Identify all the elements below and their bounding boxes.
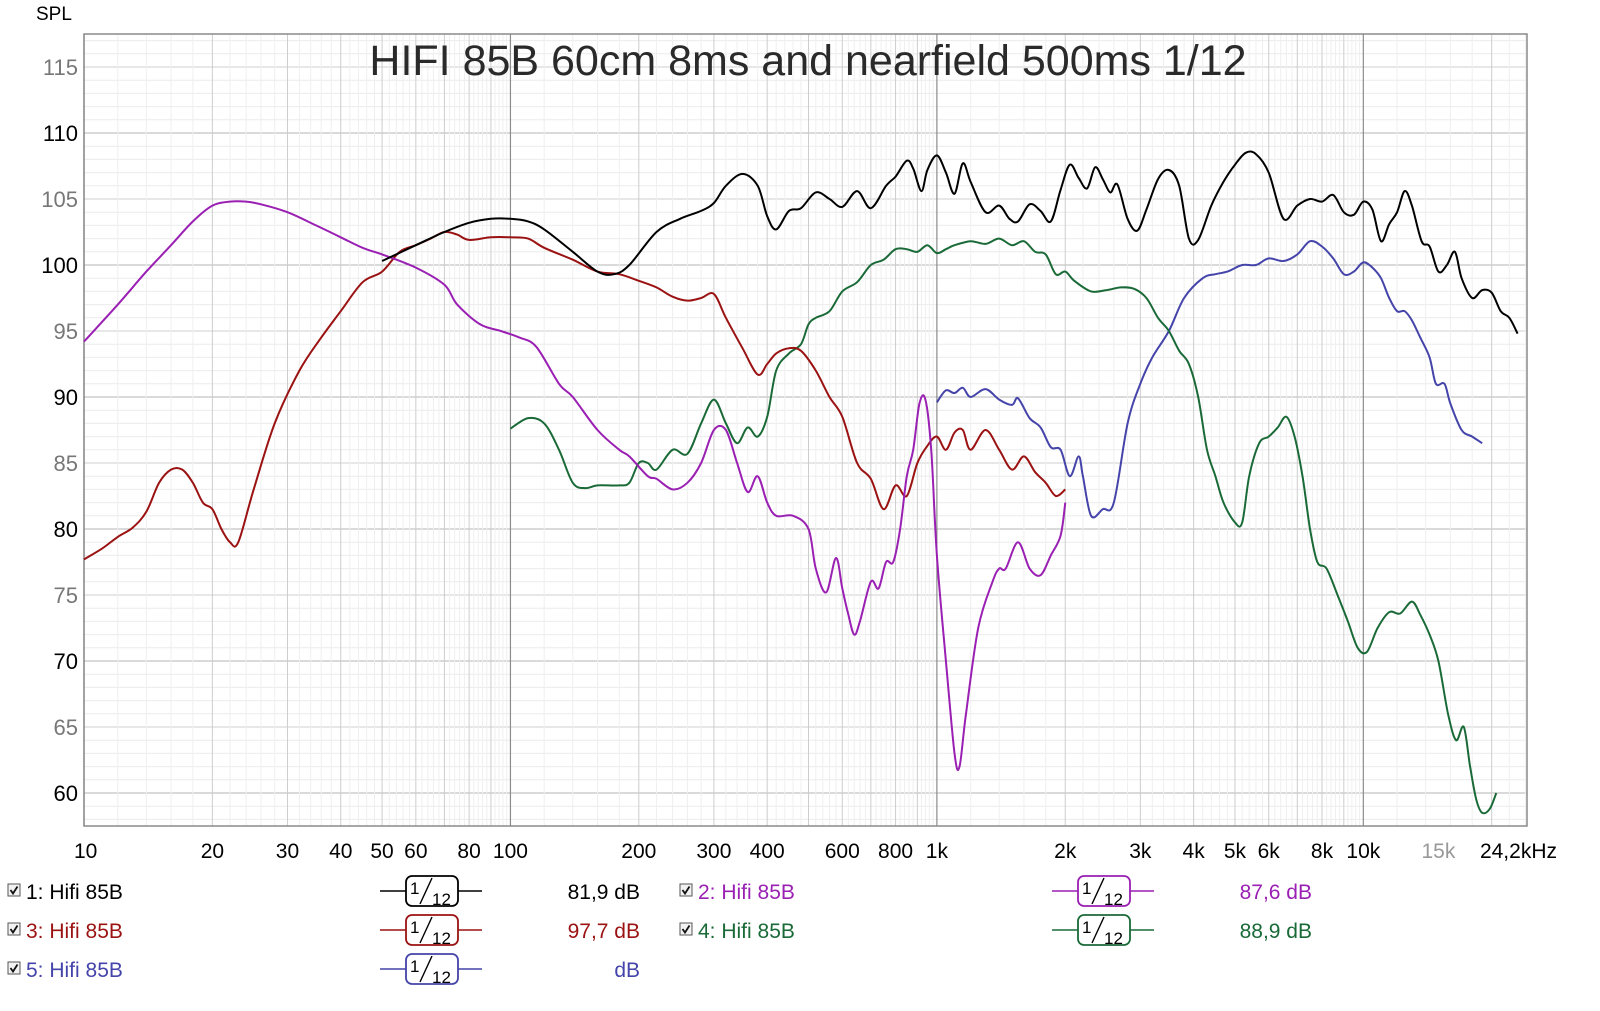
legend-series-name: 5: Hifi 85B [26,959,123,982]
x-tick-label: 300 [696,840,731,863]
x-tick-label: 800 [878,840,913,863]
legend-entry-5[interactable]: 5: Hifi 85B 1 12 dB [7,953,640,987]
legend-checkbox[interactable] [7,883,21,897]
y-tick-label: 80 [54,517,78,542]
x-tick-label: 200 [621,840,656,863]
x-tick-label: 600 [825,840,860,863]
checkmark-icon [9,964,19,974]
smoothing-denominator: 12 [432,929,451,948]
legend-entry-4[interactable]: 4: Hifi 85B 1 12 88,9 dB [679,914,1312,948]
smoothing-numerator: 1 [1082,879,1091,898]
legend-series-name: 3: Hifi 85B [26,920,123,943]
legend-checkbox[interactable] [679,883,693,897]
legend-entry-1[interactable]: 1: Hifi 85B 1 12 81,9 dB [7,875,640,909]
legend-level-value: 97,7 dB [568,920,640,943]
series-line-5 [936,239,1483,519]
y-axis-label: SPL [36,4,72,25]
legend-series-name: 1: Hifi 85B [26,881,123,904]
y-tick-label: 95 [54,319,78,344]
checkmark-icon [681,925,691,935]
x-axis: 10 20 30 40 50 60 80 100 200 300 400 600 800 1k 2k 3k 4k… [74,840,1557,863]
chart-title: HIFI 85B 60cm 8ms and nearfield 500ms 1/… [369,37,1246,85]
smoothing-slash [419,877,433,905]
x-tick-label: 3k [1129,840,1152,863]
legend-series-name: 2: Hifi 85B [698,881,795,904]
x-tick-label: 20 [201,840,224,863]
legend-entry-2[interactable]: 2: Hifi 85B 1 12 87,6 dB [679,875,1312,909]
legend-level-value: 88,9 dB [1240,920,1312,943]
checkmark-icon [681,886,691,896]
smoothing-numerator: 1 [410,879,419,898]
y-tick-label: 65 [54,715,78,740]
legend-level-value: dB [614,959,640,982]
legend-checkbox[interactable] [7,922,21,936]
y-tick-label: 100 [41,253,78,278]
plot-frame [83,33,1528,827]
x-tick-label: 10 [74,840,97,863]
series-line-1 [381,150,1519,335]
y-tick-label: 85 [54,451,78,476]
y-tick-label: 75 [54,583,78,608]
smoothing-denominator: 12 [432,890,451,909]
y-tick-label: 60 [54,781,78,806]
x-tick-label: 15k [1421,840,1455,863]
smoothing-denominator: 12 [432,968,451,987]
series-layer [83,150,1519,815]
smoothing-numerator: 1 [410,918,419,937]
smoothing-badge [1077,914,1131,946]
x-tick-label: 6k [1258,840,1281,863]
legend-checkbox[interactable] [7,961,21,975]
x-tick-label: 8k [1311,840,1334,863]
x-tick-label: 1k [926,840,949,863]
checkmark-icon [9,925,19,935]
smoothing-slash [419,916,433,944]
x-tick-label: 100 [493,840,528,863]
x-tick-label: 4k [1183,840,1206,863]
series-line-2 [83,200,1067,771]
y-tick-label: 115 [43,55,78,80]
legend-checkbox[interactable] [679,922,693,936]
legend-level-value: 87,6 dB [1240,881,1312,904]
smoothing-badge [405,953,459,985]
smoothing-badge [405,875,459,907]
x-tick-label: 5k [1224,840,1247,863]
smoothing-slash [419,955,433,983]
series-line-4 [509,237,1498,815]
x-tick-label: 50 [370,840,393,863]
x-tick-label: 60 [404,840,427,863]
smoothing-numerator: 1 [410,957,419,976]
y-tick-label: 110 [43,121,78,146]
legend-series-name: 4: Hifi 85B [698,920,795,943]
x-tick-label: 24,2kHz [1480,840,1557,863]
x-tick-label: 80 [457,840,480,863]
legend-entry-3[interactable]: 3: Hifi 85B 1 12 97,7 dB [7,914,640,948]
grid [83,34,1527,826]
smoothing-slash [1091,877,1105,905]
smoothing-denominator: 12 [1104,890,1123,909]
smoothing-slash [1091,916,1105,944]
smoothing-badge [405,914,459,946]
legend: 1: Hifi 85B 1 12 81,9 dB 2: Hifi 85B 1 12 87,6 … [7,875,1312,987]
y-tick-label: 105 [41,187,78,212]
x-tick-label: 30 [276,840,299,863]
x-tick-label: 40 [329,840,352,863]
smoothing-denominator: 12 [1104,929,1123,948]
checkmark-icon [9,886,19,896]
x-tick-label: 2k [1054,840,1077,863]
series-line-3 [83,230,1066,561]
smoothing-badge [1077,875,1131,907]
y-tick-label: 90 [54,385,78,410]
y-tick-label: 70 [54,649,78,674]
y-axis: 115 110 105 100 95 90 85 80 75 70 65 60 [41,55,78,806]
legend-level-value: 81,9 dB [568,881,640,904]
x-tick-label: 400 [750,840,785,863]
smoothing-numerator: 1 [1082,918,1091,937]
x-tick-label: 10k [1346,840,1380,863]
plot-background [84,34,1527,826]
